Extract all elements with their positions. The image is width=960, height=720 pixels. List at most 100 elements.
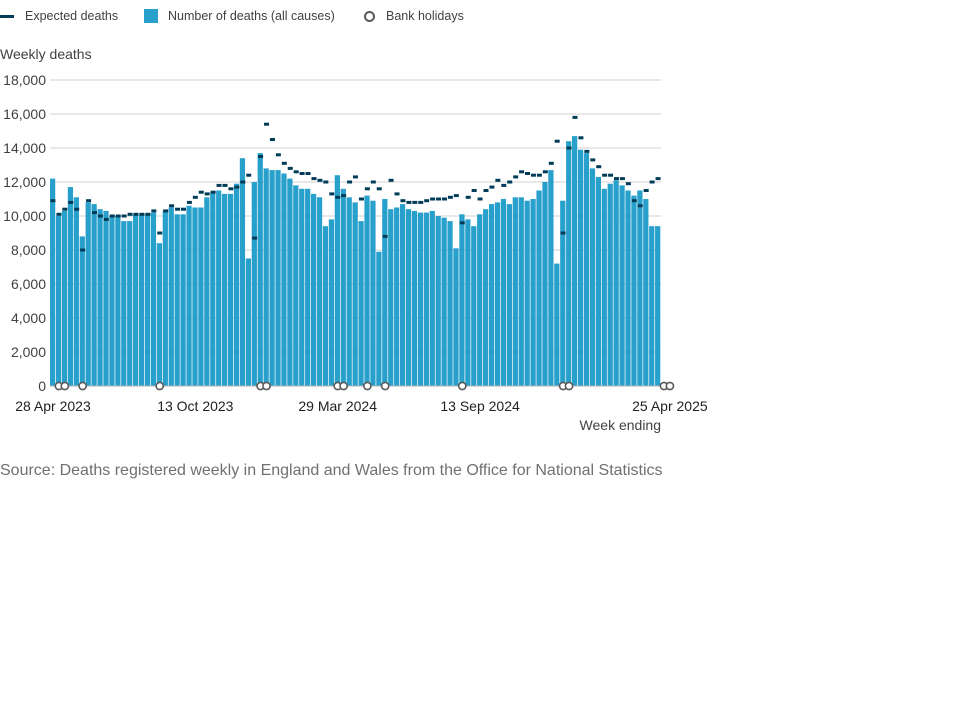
expected-deaths-marker: [281, 161, 287, 165]
expected-deaths-marker: [608, 173, 614, 177]
expected-deaths-marker: [335, 195, 341, 199]
bank-holiday-marker: [60, 381, 70, 391]
expected-deaths-marker: [56, 212, 62, 216]
y-tick-label: 10,000: [3, 208, 46, 224]
deaths-bar: [595, 176, 601, 386]
legend-label-number-of-deaths: Number of deaths (all causes): [168, 9, 335, 23]
expected-deaths-marker: [180, 207, 186, 211]
expected-deaths-marker: [198, 190, 204, 194]
expected-deaths-marker: [536, 173, 542, 177]
deaths-bar: [572, 136, 578, 386]
expected-deaths-marker: [216, 183, 222, 187]
y-axis-title: Weekly deaths: [0, 46, 92, 62]
deaths-bar: [607, 183, 613, 386]
deaths-bar: [613, 180, 619, 386]
deaths-bar: [601, 188, 607, 386]
deaths-bar: [441, 217, 447, 386]
x-tick-label: 28 Apr 2023: [15, 398, 91, 414]
legend-item-number-of-deaths[interactable]: Number of deaths (all causes): [144, 6, 335, 26]
deaths-bar: [560, 200, 566, 386]
expected-deaths-marker: [655, 177, 661, 181]
expected-deaths-marker: [560, 231, 566, 235]
deaths-bar: [340, 188, 346, 386]
deaths-bar: [233, 183, 240, 386]
deaths-bar: [67, 187, 74, 386]
deaths-bar: [245, 258, 251, 386]
deaths-bar: [477, 214, 483, 386]
legend-item-bank-holidays[interactable]: Bank holidays: [364, 6, 464, 26]
expected-deaths-marker: [169, 204, 175, 208]
legend-item-expected-deaths[interactable]: Expected deaths: [0, 6, 118, 26]
expected-deaths-marker: [323, 180, 329, 184]
deaths-bar: [388, 209, 394, 386]
deaths-bar: [216, 190, 222, 386]
deaths-bar: [180, 214, 186, 386]
deaths-bar: [655, 226, 661, 386]
expected-deaths-marker: [109, 214, 115, 218]
deaths-bar: [506, 204, 512, 386]
deaths-bar: [471, 226, 477, 386]
expected-deaths-marker: [68, 200, 74, 204]
y-tick-label: 6,000: [11, 276, 46, 292]
expected-deaths-marker: [453, 194, 459, 198]
deaths-bar: [631, 195, 637, 386]
expected-deaths-marker: [370, 180, 376, 184]
deaths-bar: [55, 216, 62, 386]
deaths-bar: [121, 221, 127, 386]
bank-holiday-marker: [362, 381, 372, 391]
deaths-bar: [328, 219, 335, 386]
deaths-bar: [453, 248, 459, 386]
expected-deaths-marker: [264, 122, 270, 126]
expected-deaths-marker: [406, 200, 412, 204]
deaths-bar: [239, 158, 246, 386]
expected-deaths-marker: [50, 199, 56, 203]
deaths-bar: [293, 185, 299, 386]
expected-deaths-marker: [596, 165, 602, 169]
deaths-bar: [138, 214, 145, 386]
expected-deaths-marker: [341, 194, 347, 198]
deaths-bar: [637, 190, 643, 386]
expected-deaths-marker: [441, 197, 447, 201]
deaths-bar: [109, 216, 115, 386]
expected-deaths-marker: [459, 221, 465, 225]
expected-deaths-marker: [625, 182, 631, 186]
expected-deaths-marker: [507, 180, 513, 184]
expected-deaths-marker: [519, 170, 525, 174]
expected-deaths-marker: [525, 172, 531, 175]
deaths-bar: [483, 209, 489, 386]
expected-deaths-marker: [192, 195, 198, 199]
expected-deaths-marker: [554, 139, 560, 143]
expected-deaths-marker: [602, 173, 608, 177]
expected-deaths-marker: [548, 161, 554, 165]
deaths-bar-swatch: [144, 9, 158, 23]
expected-deaths-marker: [436, 197, 442, 201]
expected-deaths-marker: [103, 217, 109, 221]
expected-deaths-marker: [62, 207, 68, 211]
expected-deaths-marker: [376, 187, 382, 191]
expected-deaths-marker: [382, 234, 388, 238]
deaths-bar: [500, 199, 507, 386]
expected-deaths-marker: [513, 175, 519, 179]
expected-deaths-marker: [86, 199, 92, 203]
expected-deaths-marker: [234, 185, 240, 189]
expected-deaths-marker: [614, 177, 620, 181]
deaths-bar: [619, 185, 625, 386]
weekly-deaths-chart: Weekly deaths 0 2,000 4,000 6,000 8,000 10,000…: [0, 46, 708, 433]
expected-deaths-marker: [222, 183, 228, 187]
deaths-bar: [459, 214, 465, 386]
deaths-bar: [435, 216, 441, 386]
deaths-bar: [103, 210, 109, 386]
deaths-bar: [192, 207, 198, 386]
deaths-bar: [530, 199, 536, 386]
y-tick-label: 12,000: [3, 174, 46, 190]
deaths-bar: [346, 197, 352, 386]
expected-deaths-marker: [347, 180, 353, 184]
deaths-bar: [115, 216, 121, 386]
expected-deaths-marker: [424, 199, 430, 203]
deaths-bar: [447, 221, 453, 386]
deaths-bar: [73, 197, 79, 386]
expected-deaths-marker: [447, 195, 453, 199]
deaths-bar: [488, 204, 495, 386]
expected-deaths-marker: [299, 172, 305, 175]
deaths-bar: [133, 214, 139, 386]
